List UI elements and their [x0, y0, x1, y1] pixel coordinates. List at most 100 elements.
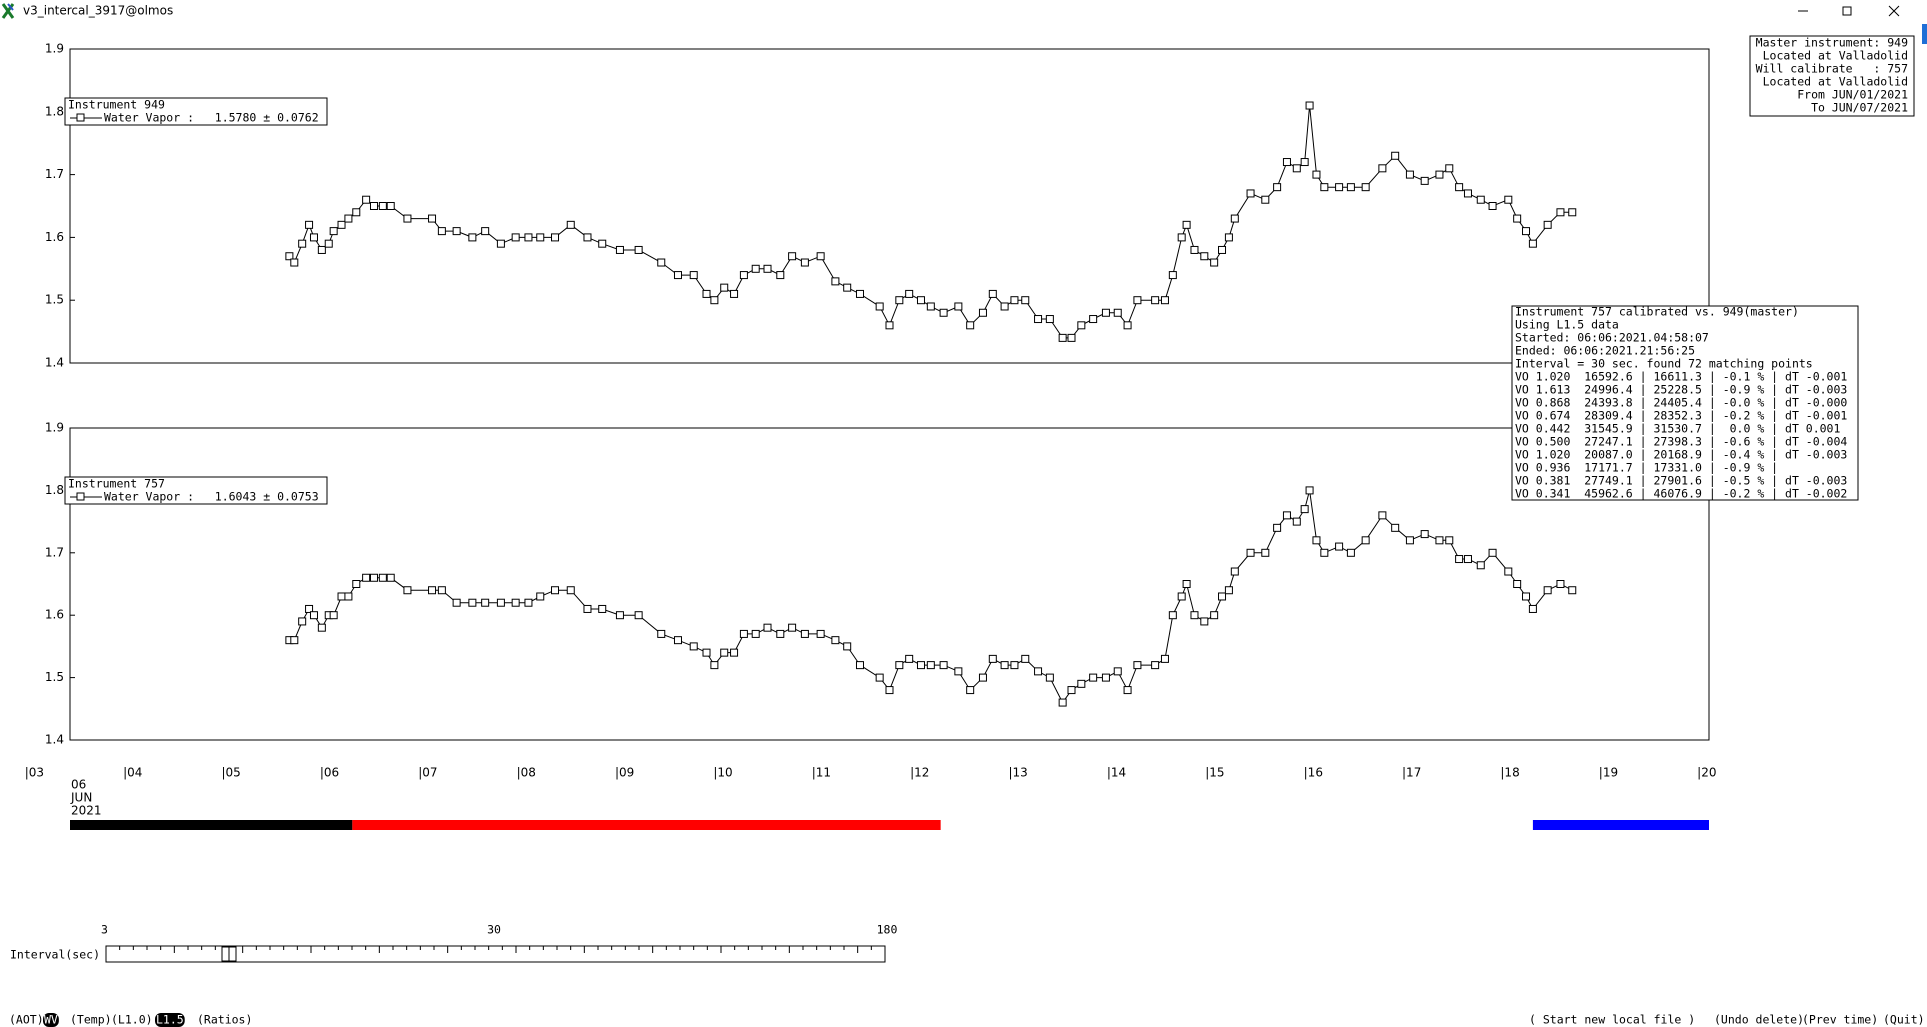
data-point — [290, 636, 299, 645]
data-point — [634, 245, 643, 254]
data-point — [551, 586, 560, 595]
data-point — [1210, 611, 1219, 620]
data-point — [536, 592, 545, 601]
button[interactable]: (L1.0) — [111, 1013, 153, 1027]
data-point — [437, 586, 446, 595]
button[interactable]: ( Start new local file ) — [1529, 1013, 1695, 1027]
window-controls[interactable] — [1798, 5, 1900, 17]
button[interactable]: (Ratios) — [197, 1013, 252, 1027]
data-point — [1292, 517, 1301, 526]
data-point — [298, 239, 307, 248]
window-title: v3_intercal_3917@olmos — [23, 4, 173, 18]
interval-slider[interactable]: Interval(sec)3 30 180 — [10, 923, 897, 963]
data-point — [831, 277, 840, 286]
close-button[interactable] — [1888, 5, 1900, 17]
x-tick-label: |08 — [517, 766, 536, 780]
button-label[interactable]: (Ratios) — [197, 1013, 252, 1027]
y-tick-label: 1.8 — [45, 483, 64, 497]
data-point — [511, 598, 520, 607]
data-point — [598, 604, 607, 613]
button-label[interactable]: (Prev time) — [1802, 1013, 1878, 1027]
data-point — [657, 629, 666, 638]
data-point — [337, 592, 346, 601]
x-tick-label: |05 — [221, 766, 240, 780]
data-point — [855, 289, 864, 298]
data-point — [1200, 252, 1209, 261]
overlays: Master instrument: 949 Located at Vallado… — [9, 35, 1925, 1027]
data-point — [788, 623, 797, 632]
button[interactable]: (Prev time) — [1802, 1013, 1878, 1027]
data-point — [978, 673, 987, 682]
data-point — [1528, 604, 1537, 613]
info-line: Master instrument: 949 — [1756, 36, 1908, 50]
button-label[interactable]: (Temp) — [70, 1013, 112, 1027]
data-point — [905, 654, 914, 663]
button-selected-bg[interactable] — [43, 1013, 59, 1027]
report-line: Interval = 30 sec. found 72 matching poi… — [1515, 357, 1813, 371]
data-point — [954, 302, 963, 311]
data-point — [730, 648, 739, 657]
data-point — [1420, 176, 1429, 185]
button[interactable]: (Quit) — [1883, 1013, 1925, 1027]
data-point — [1346, 183, 1355, 192]
data-point — [378, 202, 387, 210]
data-point — [1113, 308, 1122, 317]
legend-box — [64, 476, 328, 505]
slider-tick-label: 30 — [487, 923, 501, 937]
data-point — [800, 258, 809, 267]
data-point — [437, 227, 446, 236]
data-point — [875, 673, 884, 682]
button[interactable]: L1.5 — [155, 1013, 185, 1027]
maximize-button[interactable] — [1842, 6, 1852, 16]
info-line: Will calibrate : 757 — [1756, 62, 1908, 76]
data-point — [988, 289, 997, 298]
scroll-indicator — [1922, 24, 1927, 44]
info-line: To JUN/07/2021 — [1811, 101, 1908, 115]
data-point — [1123, 321, 1132, 330]
button[interactable]: (AOT) — [9, 1013, 44, 1027]
data-point — [939, 661, 948, 670]
data-point — [386, 202, 395, 210]
timeline-segment — [70, 820, 353, 830]
data-point — [939, 308, 948, 317]
legend-marker — [76, 492, 85, 501]
y-tick-label: 1.8 — [45, 104, 64, 118]
button-label[interactable]: (AOT) — [9, 1013, 44, 1027]
report-line: VO 1.020 20087.0 | 20168.9 | -0.4 % | dT… — [1515, 448, 1847, 462]
slider-track[interactable] — [105, 945, 886, 963]
button[interactable]: WV — [43, 1013, 59, 1027]
button-label[interactable]: (Quit) — [1883, 1013, 1925, 1027]
button-label[interactable]: (L1.0) — [111, 1013, 153, 1027]
data-point — [1224, 233, 1233, 242]
report-line: VO 0.500 27247.1 | 27398.3 | -0.6 % | dT… — [1515, 435, 1847, 449]
data-point — [1513, 214, 1522, 223]
data-point — [634, 611, 643, 620]
info-line: Located at Valladolid — [1763, 75, 1908, 89]
button-label[interactable]: ( Start new local file ) — [1529, 1013, 1695, 1027]
data-point — [329, 611, 338, 620]
data-point — [1405, 536, 1414, 545]
button[interactable]: (Undo delete) — [1714, 1013, 1804, 1027]
data-point — [452, 598, 461, 607]
button-label[interactable]: L1.5 — [156, 1013, 184, 1027]
data-point — [317, 623, 326, 632]
data-point — [751, 264, 760, 273]
data-point — [403, 586, 412, 595]
data-point — [855, 661, 864, 670]
data-point — [1058, 698, 1067, 707]
report-line: VO 0.868 24393.8 | 24405.4 | -0.0 % | dT… — [1515, 396, 1847, 410]
data-point — [403, 214, 412, 223]
data-point — [551, 233, 560, 242]
x-tick-label: |19 — [1599, 766, 1618, 780]
button-label[interactable]: WV — [44, 1013, 58, 1027]
data-point — [1168, 611, 1177, 620]
button-label[interactable]: (Undo delete) — [1714, 1013, 1804, 1027]
data-point — [1151, 661, 1160, 670]
button-selected-bg[interactable] — [155, 1013, 185, 1027]
data-point — [800, 629, 809, 638]
button[interactable]: (Temp) — [70, 1013, 112, 1027]
data-point — [583, 233, 592, 242]
data-point — [1568, 208, 1577, 217]
data-point — [1246, 189, 1255, 198]
data-point — [1361, 536, 1370, 545]
